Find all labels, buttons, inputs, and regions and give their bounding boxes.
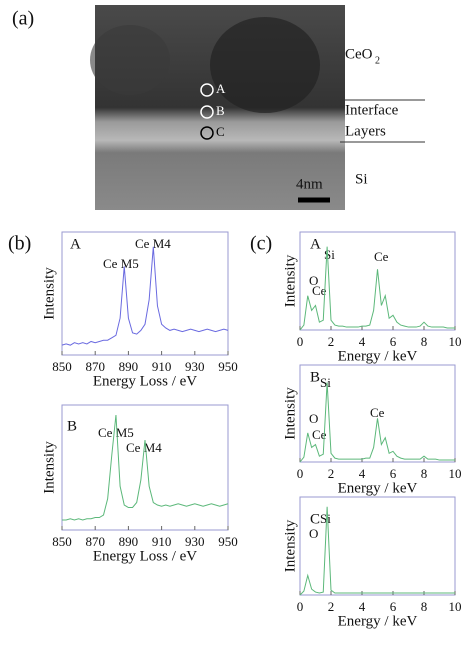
- layer-label: Interface: [345, 102, 399, 118]
- chart-title: A: [310, 236, 321, 252]
- x-tick-label: 890: [119, 359, 139, 374]
- x-tick-label: 0: [297, 466, 304, 481]
- x-tick-label: 870: [85, 534, 105, 549]
- annotation: Ce: [370, 405, 385, 420]
- x-tick-label: 930: [185, 359, 205, 374]
- grain: [210, 17, 320, 113]
- point-marker: [200, 83, 214, 97]
- spectrum-line: [61, 246, 229, 346]
- chart-title: C: [310, 511, 320, 527]
- x-tick-label: 10: [449, 599, 462, 614]
- plot-frame: [299, 231, 456, 331]
- x-axis-title: Energy / keV: [338, 348, 418, 364]
- spectrum-line: [62, 414, 229, 521]
- panel-label: (c): [250, 233, 272, 255]
- x-tick-label: 6: [390, 599, 397, 614]
- plot-frame: [299, 364, 456, 463]
- x-tick-label: 6: [390, 466, 397, 481]
- annotation: Ce: [374, 249, 389, 264]
- x-tick-label: 950: [218, 359, 238, 374]
- x-tick-label: 2: [328, 334, 335, 349]
- spectrum-line: [299, 506, 455, 596]
- x-tick-label: 8: [421, 334, 428, 349]
- x-tick-label: 950: [218, 534, 238, 549]
- annotation: Ce: [312, 427, 327, 442]
- x-tick-label: 10: [449, 334, 462, 349]
- layer-label: Si: [355, 171, 368, 187]
- panel-label: (a): [12, 8, 34, 30]
- annotation: Si: [324, 247, 335, 262]
- annotation: Si: [320, 375, 331, 390]
- point-marker: [200, 105, 214, 119]
- x-tick-label: 8: [421, 599, 428, 614]
- annotation: O: [309, 273, 318, 288]
- plot-frame: [61, 231, 229, 356]
- chart-title: B: [67, 418, 77, 434]
- point-marker: [200, 126, 214, 140]
- chart-title: B: [310, 369, 320, 385]
- x-axis-title: Energy / keV: [338, 613, 418, 629]
- annotation: Si: [320, 511, 331, 526]
- x-tick-label: 6: [390, 334, 397, 349]
- plot-frame: [61, 404, 229, 531]
- x-axis-title: Energy Loss / eV: [93, 373, 197, 389]
- y-axis-title: Intensity: [41, 267, 57, 320]
- grain: [90, 25, 170, 95]
- spectrum-line: [299, 246, 455, 331]
- scale-label: 4nm: [296, 176, 323, 192]
- x-tick-label: 930: [185, 534, 205, 549]
- panel-label: (b): [8, 233, 31, 255]
- annotation: O: [309, 411, 318, 426]
- point-label: B: [216, 103, 225, 118]
- y-axis-title: Intensity: [282, 254, 298, 307]
- layer-label: CeO: [345, 46, 373, 62]
- spectrum-line: [299, 382, 455, 463]
- x-tick-label: 870: [85, 359, 105, 374]
- annotation: Ce M5: [103, 256, 139, 271]
- x-axis-title: Energy Loss / eV: [93, 548, 197, 564]
- annotation: Ce: [312, 283, 327, 298]
- annotation: Ce M4: [135, 236, 171, 251]
- x-tick-label: 910: [152, 359, 172, 374]
- x-tick-label: 850: [52, 534, 72, 549]
- x-tick-label: 4: [359, 334, 366, 349]
- x-tick-label: 4: [359, 599, 366, 614]
- x-tick-label: 10: [449, 466, 462, 481]
- chart-title: A: [70, 236, 81, 252]
- x-tick-label: 2: [328, 466, 335, 481]
- point-label: C: [216, 124, 225, 139]
- x-tick-label: 0: [297, 599, 304, 614]
- annotation: Ce M5: [98, 425, 134, 440]
- x-tick-label: 890: [119, 534, 139, 549]
- layer-label: 2: [375, 55, 380, 66]
- layer-label: Layers: [345, 123, 386, 139]
- x-tick-label: 2: [328, 599, 335, 614]
- y-axis-title: Intensity: [41, 441, 57, 494]
- y-axis-title: Intensity: [282, 519, 298, 572]
- x-tick-label: 910: [152, 534, 172, 549]
- x-tick-label: 8: [421, 466, 428, 481]
- point-label: A: [216, 81, 226, 96]
- annotation: O: [309, 526, 318, 541]
- x-tick-label: 0: [297, 334, 304, 349]
- x-tick-label: 850: [52, 359, 72, 374]
- x-tick-label: 4: [359, 466, 366, 481]
- x-axis-title: Energy / keV: [338, 480, 418, 496]
- y-axis-title: Intensity: [282, 387, 298, 440]
- plot-frame: [299, 496, 456, 596]
